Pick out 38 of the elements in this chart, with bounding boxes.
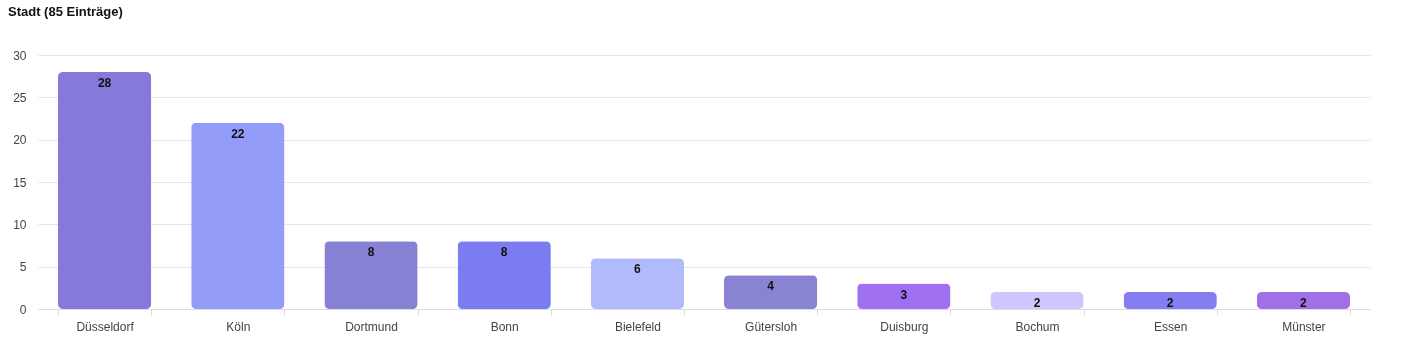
data-label: 4 — [767, 279, 775, 294]
bar — [457, 241, 551, 309]
y-tick-label: 10 — [13, 217, 27, 232]
x-tick-label: Münster — [1282, 319, 1326, 334]
data-label: 8 — [367, 245, 375, 260]
y-tick-label: 30 — [13, 48, 27, 63]
x-tick-label: Bochum — [1015, 319, 1060, 334]
y-tick-label: 0 — [19, 302, 27, 317]
bar — [723, 275, 818, 309]
data-label: 22 — [231, 126, 245, 141]
bar — [191, 122, 285, 309]
x-tick-label: Bonn — [490, 319, 519, 334]
data-label: 2 — [1033, 296, 1041, 311]
chart-title: Stadt (85 Einträge) — [8, 4, 123, 19]
y-tick-label: 20 — [13, 133, 27, 148]
bar — [1256, 292, 1351, 309]
data-label: 2 — [1300, 296, 1308, 311]
x-tick-label: Köln — [226, 319, 251, 334]
x-tick-label: Düsseldorf — [76, 319, 135, 334]
data-label: 2 — [1166, 296, 1174, 311]
x-tick-label: Dortmund — [345, 319, 398, 334]
data-label: 8 — [500, 245, 508, 260]
x-tick-label: Gütersloh — [745, 319, 798, 334]
bar — [57, 71, 152, 309]
data-label: 28 — [97, 75, 112, 90]
x-tick-label: Bielefeld — [614, 319, 661, 334]
data-label: 3 — [900, 287, 908, 302]
data-label: 6 — [634, 262, 642, 277]
x-tick-label: Essen — [1154, 319, 1188, 334]
bar — [590, 258, 685, 309]
x-tick-label: Duisburg — [880, 319, 929, 334]
y-tick-label: 15 — [13, 175, 27, 190]
bar — [1123, 292, 1217, 309]
bar — [324, 241, 418, 309]
bar — [990, 292, 1084, 309]
y-tick-label: 5 — [19, 260, 27, 275]
bar — [857, 283, 951, 309]
y-tick-label: 25 — [13, 90, 27, 105]
